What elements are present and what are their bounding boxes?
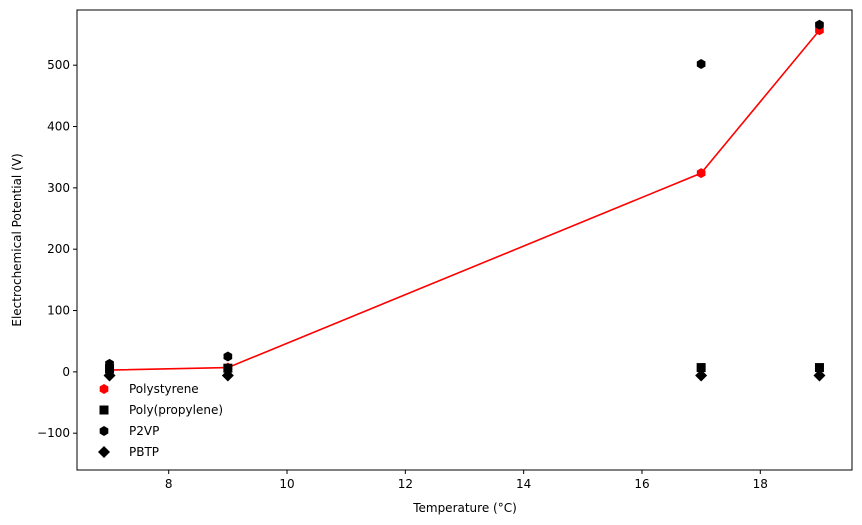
- axes: 8 10 12 14 16 18 −100 0 100 200 300 400 500: [37, 9, 853, 491]
- legend-label: Polystyrene: [129, 382, 199, 396]
- data-point: [221, 369, 234, 382]
- y-tick-label: 100: [47, 304, 70, 318]
- y-tick-label: −100: [37, 426, 70, 440]
- legend-label: PBTP: [129, 445, 159, 459]
- legend-label: P2VP: [129, 424, 159, 438]
- data-point: [814, 363, 824, 373]
- x-tick-label: 18: [753, 477, 768, 491]
- y-tick-label: 200: [47, 242, 70, 256]
- data-point: [695, 369, 708, 382]
- y-axis-label: Electrochemical Potential (V): [10, 153, 24, 326]
- y-tick-label: 500: [47, 58, 70, 72]
- y-tick-label: 300: [47, 181, 70, 195]
- series-line-0: [109, 29, 821, 371]
- data-point: [813, 369, 826, 382]
- legend-marker: [99, 384, 109, 394]
- x-axis-label: Temperature (°C): [412, 501, 517, 515]
- data-point: [223, 363, 233, 373]
- legend: Polystyrene Poly(propylene) P2VP PBTP: [98, 382, 223, 459]
- y-tick-label: 0: [62, 365, 70, 379]
- x-tick-label: 14: [516, 477, 531, 491]
- data-point: [696, 363, 706, 373]
- legend-label: Poly(propylene): [129, 403, 223, 417]
- legend-marker: [99, 405, 109, 415]
- data-point: [696, 58, 706, 69]
- data-point: [105, 358, 114, 369]
- x-tick-label: 16: [634, 477, 649, 491]
- data-point: [223, 351, 233, 362]
- plot-frame: [76, 9, 853, 471]
- data-point: [815, 19, 824, 30]
- plot-area: [103, 19, 826, 382]
- data-point: [696, 168, 706, 179]
- legend-marker: [99, 426, 109, 436]
- legend-marker: [98, 446, 110, 458]
- x-tick-label: 12: [398, 477, 413, 491]
- x-tick-label: 8: [165, 477, 173, 491]
- y-tick-label: 400: [47, 120, 70, 134]
- x-tick-label: 10: [279, 477, 294, 491]
- data-point: [103, 369, 116, 382]
